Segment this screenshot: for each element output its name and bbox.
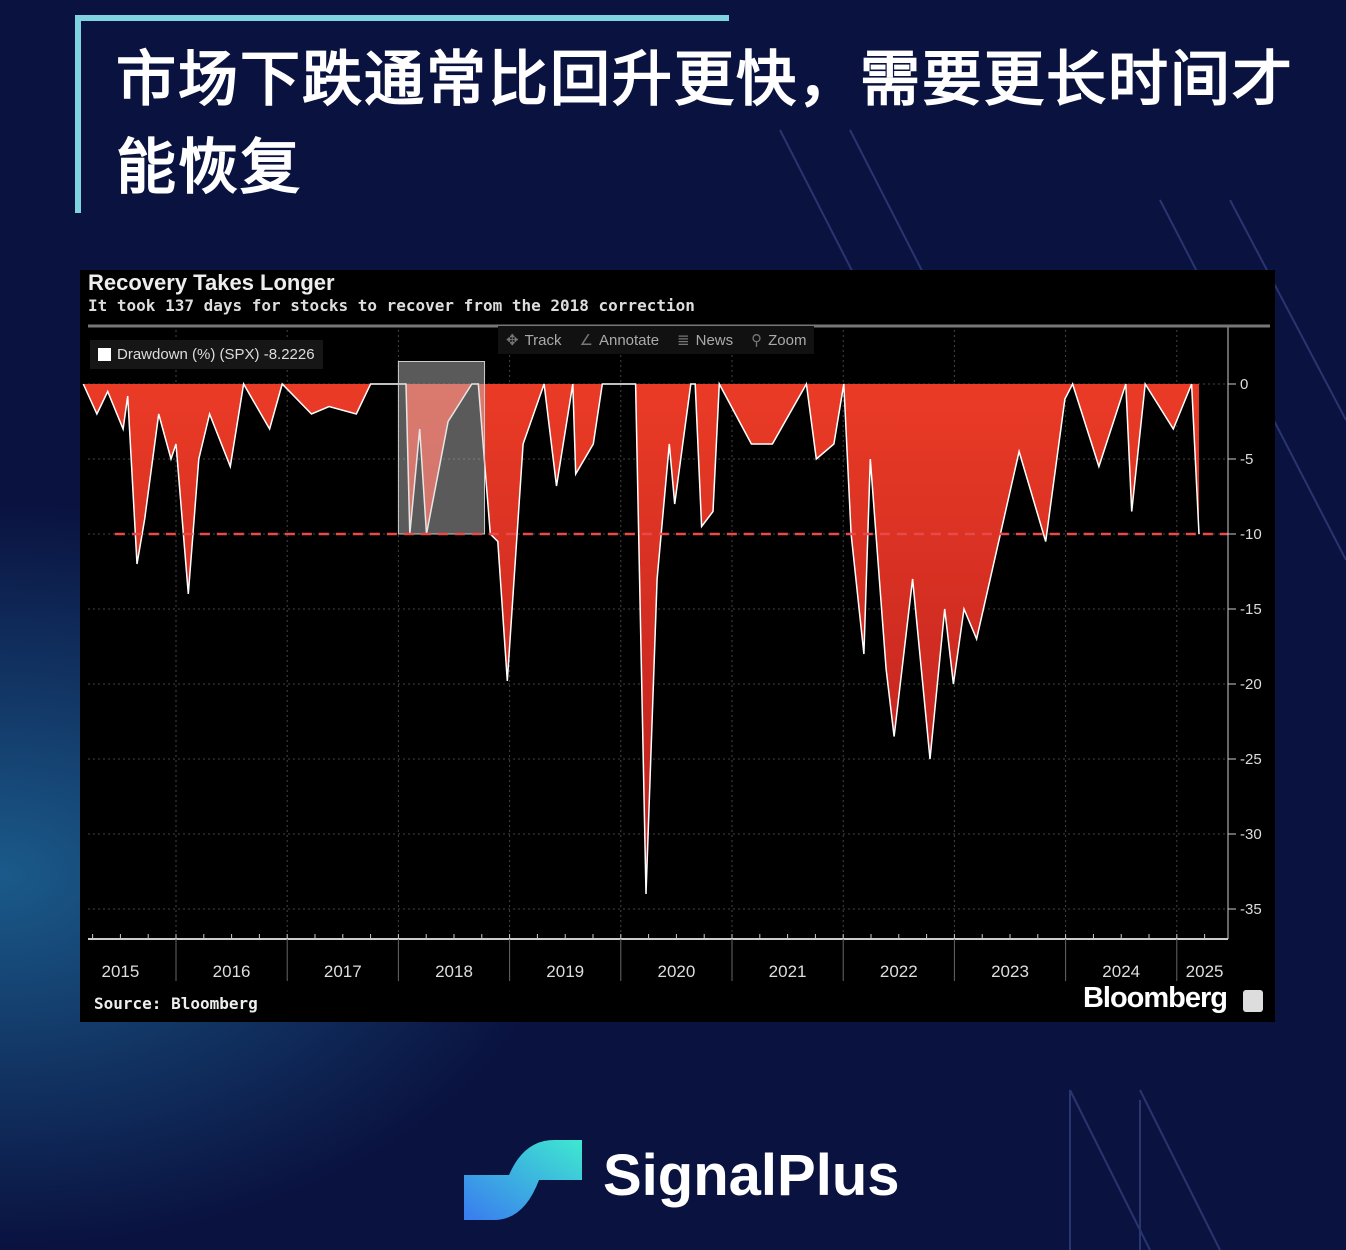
bloomberg-logo: Bloomberg (1082, 982, 1228, 1014)
crosshair-icon: ✥ (506, 332, 519, 349)
annotate-label: Annotate (598, 332, 660, 349)
news-button[interactable]: ≣ News (677, 331, 733, 349)
y-tick-label: -25 (1240, 751, 1262, 768)
headline: 市场下跌通常比回升更快，需要更长时间才能恢复 (116, 46, 1294, 201)
x-tick-label: 2018 (435, 962, 473, 981)
chart-panel: 0 -5 -10 -15 -20 -25 -30 -35 2015 2016 2017 2018 201… (80, 270, 1275, 1022)
x-tick-label: 2019 (546, 962, 584, 981)
y-tick-label: -5 (1240, 451, 1253, 468)
chart-toolbar: ✥ Track ∠ Annotate ≣ News ⚲ Zoom (498, 326, 815, 354)
magnifier-icon: ⚲ (751, 332, 763, 349)
y-tick-label: -35 (1240, 901, 1262, 918)
x-tick-label: 2021 (769, 962, 807, 981)
annotate-button[interactable]: ∠ Annotate (580, 331, 660, 349)
legend-checkbox[interactable] (98, 348, 111, 361)
y-tick-label: -30 (1240, 826, 1262, 843)
y-tick-label: -20 (1240, 676, 1262, 693)
bloomberg-chart-icon (1243, 990, 1263, 1012)
pencil-icon: ∠ (579, 332, 593, 349)
brand-name: SignalPlus (603, 1143, 900, 1208)
track-label: Track (524, 332, 562, 349)
x-tick-label: 2016 (213, 962, 251, 981)
source-note: Source: Bloomberg (94, 994, 258, 1013)
drawdown-line (82, 381, 1200, 895)
x-tick-label: 2024 (1102, 962, 1140, 981)
x-tick-label: 2015 (101, 962, 139, 981)
chart-subtitle: It took 137 days for stocks to recover f… (88, 296, 695, 315)
zoom-button[interactable]: ⚲ Zoom (751, 331, 806, 349)
x-tick-label: 2017 (324, 962, 362, 981)
x-tick-label: 2020 (657, 962, 695, 981)
y-tick-label: 0 (1240, 376, 1248, 393)
title-bracket (75, 15, 81, 213)
chart-title: Recovery Takes Longer (88, 270, 335, 295)
legend-label: Drawdown (%) (SPX) -8.2226 (117, 346, 315, 363)
zoom-label: Zoom (768, 332, 807, 349)
y-tick-label: -15 (1240, 601, 1262, 618)
x-tick-label: 2023 (991, 962, 1029, 981)
track-button[interactable]: ✥ Track (506, 331, 562, 349)
signalplus-logo-icon (464, 1140, 582, 1220)
legend[interactable]: Drawdown (%) (SPX) -8.2226 (90, 340, 323, 369)
drawdown-chart: 0 -5 -10 -15 -20 -25 -30 -35 2015 2016 2017 2018 201… (82, 324, 1270, 981)
highlight-2018-correction (397, 361, 486, 535)
y-tick-label: -10 (1240, 526, 1262, 543)
x-tick-label: 2025 (1186, 962, 1224, 981)
news-label: News (695, 332, 734, 349)
list-icon: ≣ (677, 332, 690, 349)
x-tick-label: 2022 (880, 962, 918, 981)
title-bracket-top (75, 15, 729, 21)
